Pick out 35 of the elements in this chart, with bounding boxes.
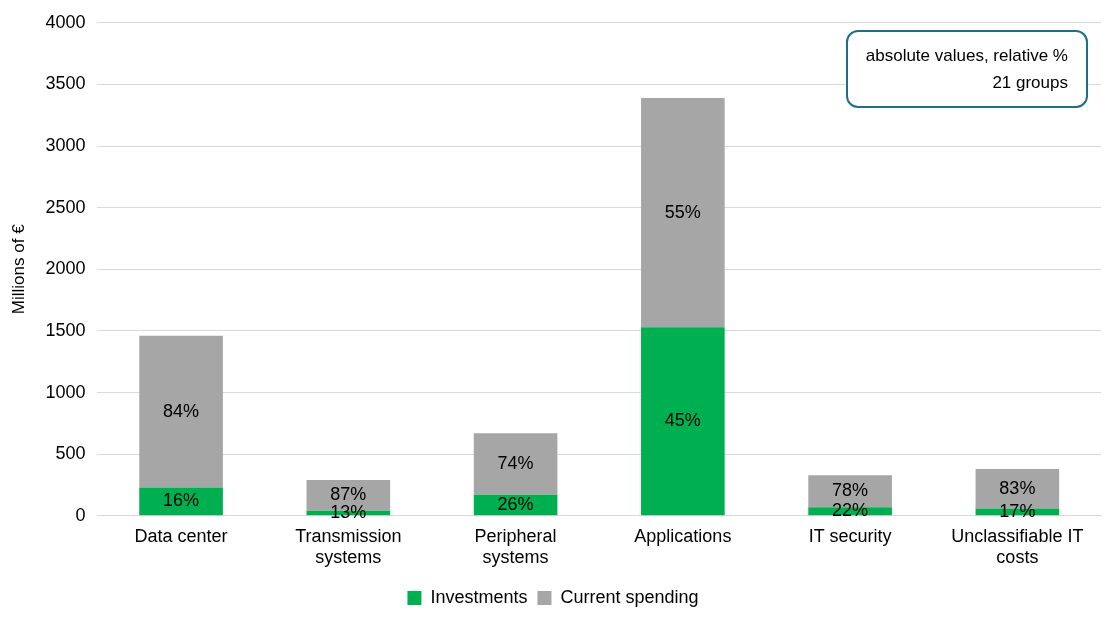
x-tick-label: Applications [634, 525, 732, 546]
y-tick-label: 3000 [45, 135, 86, 156]
y-tick-label: 2000 [45, 258, 86, 279]
legend-label: Current spending [560, 586, 699, 607]
bar [473, 433, 558, 495]
annotation: 87% [330, 484, 367, 505]
annotation: 13% [330, 502, 367, 523]
annotation: 21 groups [991, 72, 1068, 94]
annotation: 78% [832, 480, 869, 501]
annotation: absolute values, relative % [865, 45, 1068, 67]
x-tick-label: Transmission systems [295, 525, 402, 568]
bar [641, 97, 725, 328]
annotation: 26% [497, 494, 534, 515]
x-tick-label: Unclassifiable IT costs [951, 525, 1084, 568]
annotation: 45% [664, 410, 701, 431]
y-tick-label: 1000 [45, 381, 86, 402]
y-tick-label: 4000 [45, 11, 86, 32]
bar [139, 487, 223, 516]
y-tick-label: 500 [55, 443, 86, 464]
x-tick-label: Data center [134, 525, 228, 546]
legend-label: Investments [430, 586, 528, 607]
y-tick-label: 0 [75, 504, 86, 525]
annotation: 83% [999, 477, 1036, 498]
y-tick-label: 3500 [45, 73, 86, 94]
y-axis-title: Millions of € [8, 223, 28, 315]
annotation: 16% [163, 490, 200, 511]
y-tick-label: 1500 [45, 319, 86, 340]
annotation: 74% [497, 453, 534, 473]
x-tick-label: IT security [808, 525, 892, 546]
annotation: 55% [664, 201, 701, 222]
annotation: 84% [163, 400, 200, 421]
x-tick-label: Peripheral systems [474, 525, 557, 568]
bar [641, 327, 725, 516]
bar [139, 335, 223, 488]
y-tick-label: 2500 [45, 196, 86, 217]
